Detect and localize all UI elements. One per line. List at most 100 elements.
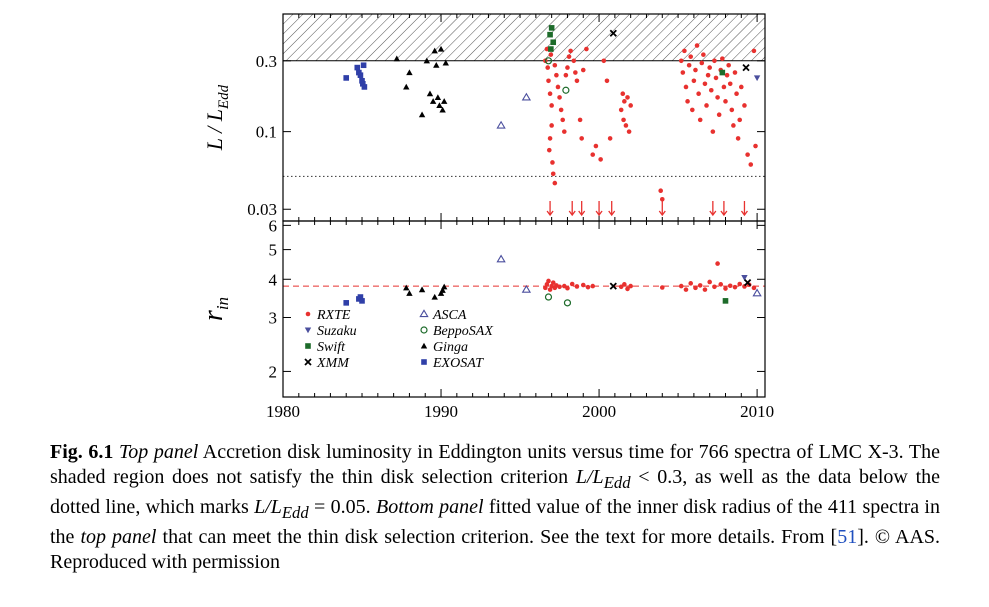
- top-point-rxte-67: [708, 87, 714, 93]
- top-upper-limit-arrow-head-2: [578, 210, 586, 217]
- top-point-ginga-14: [442, 59, 449, 66]
- bottom-point-rxte-13: [580, 282, 586, 288]
- top-point-swift-4: [719, 69, 726, 76]
- top-point-xmm-0: [609, 29, 617, 37]
- top-point-rxte-65: [705, 72, 711, 78]
- top-point-rxte-8: [546, 147, 552, 153]
- bottom-point-swift-0: [722, 298, 729, 304]
- legend-label-rxte: RXTE: [316, 308, 351, 323]
- top-point-rxte-41: [622, 99, 627, 104]
- top-point-rxte-53: [686, 62, 692, 68]
- top-point-rxte-35: [601, 58, 607, 64]
- top-point-rxte-4: [547, 91, 553, 97]
- top-point-rxte-17: [557, 95, 562, 100]
- top-point-xmm-1: [742, 63, 750, 72]
- legend-label-asca: ASCA: [432, 308, 467, 323]
- top-point-rxte-22: [565, 65, 570, 70]
- top-point-rxte-89: [748, 162, 754, 167]
- top-ytick-label-2: 0.3: [256, 52, 277, 71]
- reference-link[interactable]: 51: [837, 526, 858, 548]
- top-point-rxte-40: [621, 117, 626, 123]
- bottom-point-rxte-30: [718, 282, 724, 287]
- bottom-ytick-label-2: 4: [269, 270, 278, 289]
- legend-marker-bepposax: [420, 326, 428, 334]
- caption-label: Fig. 6.1: [50, 441, 114, 463]
- bottom-point-rxte-23: [688, 281, 694, 286]
- bottom-point-rxte-27: [707, 279, 712, 285]
- top-shaded-region: [283, 14, 765, 61]
- bottom-point-xmm-0-stroke-b: [609, 282, 617, 290]
- top-point-rxte-15: [554, 72, 559, 78]
- top-point-ginga-10: [436, 102, 443, 109]
- top-ytick-label-1: 0.1: [256, 123, 277, 142]
- top-point-rxte-57: [693, 67, 698, 73]
- bottom-ytick-label-0: 2: [269, 362, 278, 381]
- bottom-point-exosat-2: [357, 294, 364, 300]
- legend-marker-exosat: [421, 359, 427, 365]
- top-point-rxte-30: [580, 67, 586, 73]
- legend-entry-bepposax: BeppoSAX: [420, 324, 493, 339]
- caption-criterion-1-rel: < 0.3, as well as the data below the dot…: [50, 466, 940, 518]
- top-point-rxte-80: [729, 107, 735, 113]
- top-point-ginga-9: [434, 94, 442, 100]
- legend-label-suzaku: Suzaku: [317, 324, 357, 339]
- top-point-rxte-78: [726, 62, 731, 68]
- top-point-rxte-61: [699, 60, 705, 66]
- bottom-ytick-label-3: 5: [269, 241, 278, 260]
- top-point-rxte-82: [732, 70, 738, 75]
- top-point-rxte-86: [738, 84, 744, 90]
- top-point-rxte-51: [683, 84, 689, 90]
- top-point-rxte-58: [694, 43, 700, 48]
- legend-label-swift: Swift: [317, 340, 346, 355]
- top-point-exosat-1: [354, 64, 361, 71]
- bottom-point-ginga-6: [440, 283, 448, 290]
- bottom-point-rxte-37: [751, 285, 757, 291]
- top-point-exosat-4: [359, 77, 365, 84]
- top-point-rxte-6: [549, 123, 554, 128]
- top-point-rxte-16: [555, 84, 561, 90]
- bottom-ylabel-main: r: [198, 310, 229, 321]
- top-upper-limit-arrow-head-1: [568, 210, 576, 217]
- top-upper-limit-arrow-5: [658, 201, 666, 217]
- top-point-exosat-3: [357, 72, 364, 78]
- bottom-point-ginga-0: [403, 284, 410, 291]
- legend-entry-xmm: XMM: [304, 356, 350, 371]
- bottom-point-asca-2: [752, 288, 762, 297]
- bottom-point-ginga-1: [406, 290, 413, 296]
- top-point-rxte-83: [734, 91, 739, 97]
- top-point-rxte-12: [548, 52, 554, 57]
- top-point-rxte-28: [577, 117, 583, 123]
- top-point-exosat-0: [343, 75, 350, 81]
- bottom-point-rxte-2: [546, 278, 551, 284]
- legend-label-bepposax: BeppoSAX: [433, 324, 493, 339]
- top-point-exosat-7: [361, 84, 368, 90]
- bottom-point-rxte-25: [697, 283, 703, 288]
- top-point-xmm-1-stroke-b: [742, 63, 750, 72]
- top-point-rxte-37: [607, 136, 613, 141]
- top-point-rxte-62: [701, 52, 706, 57]
- caption-criterion-1-sub: Edd: [603, 473, 631, 492]
- bottom-point-bepposax-0: [544, 293, 553, 301]
- bottom-point-rxte-19: [628, 283, 633, 289]
- top-upper-limit-arrow-2: [578, 201, 586, 217]
- top-point-rxte-21: [563, 72, 569, 78]
- top-upper-limit-arrow-head-5: [658, 210, 666, 217]
- bottom-plot-frame: [282, 220, 766, 398]
- caption-text-3: that can meet the thin disk selection cr…: [156, 526, 838, 548]
- top-point-suzaku-0: [753, 75, 761, 82]
- bottom-point-xmm-1-stroke-b: [743, 278, 752, 287]
- top-point-ginga-11: [437, 45, 445, 52]
- top-point-rxte-36: [604, 78, 610, 84]
- top-point-ginga-13: [440, 98, 448, 104]
- legend-entry-exosat: EXOSAT: [421, 356, 484, 371]
- top-point-ginga-1: [403, 83, 410, 90]
- caption-criterion-1: L/L: [575, 466, 604, 488]
- top-point-rxte-55: [690, 107, 695, 113]
- top-point-rxte-84: [735, 136, 741, 141]
- top-point-rxte-3: [546, 78, 551, 84]
- legend-marker-swift: [305, 343, 311, 349]
- top-point-rxte-52: [685, 99, 690, 104]
- top-point-ginga-3: [418, 111, 426, 118]
- top-point-exosat-5: [360, 80, 366, 87]
- top-point-rxte-50: [682, 48, 687, 54]
